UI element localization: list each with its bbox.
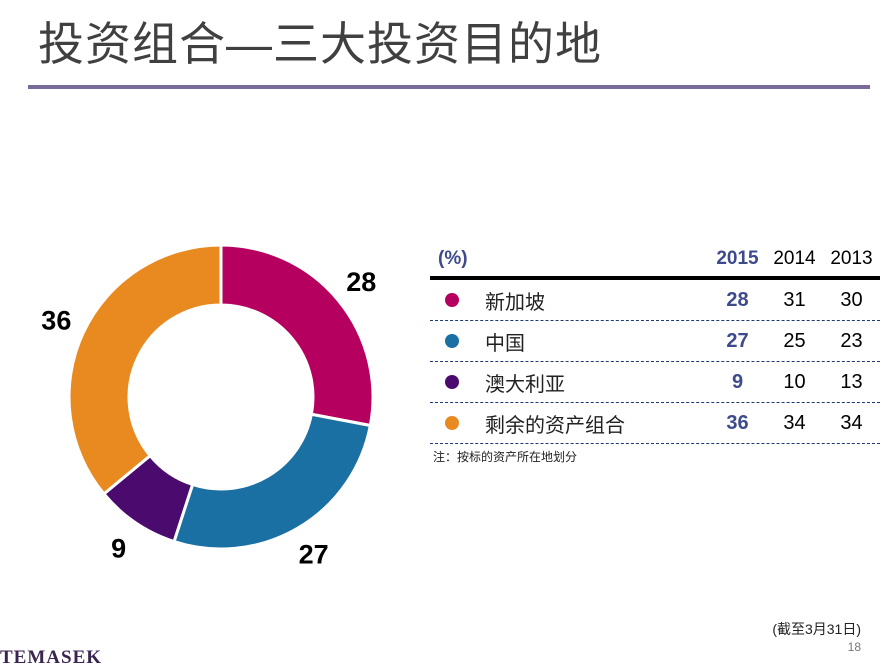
table-row: 中国 27 25 23 bbox=[430, 321, 880, 362]
page-number: 18 bbox=[847, 640, 861, 654]
value-2014: 25 bbox=[783, 329, 806, 352]
value-2013: 34 bbox=[840, 411, 863, 434]
row-label: 新加坡 bbox=[485, 291, 545, 314]
value-2014: 34 bbox=[783, 411, 806, 434]
value-2015: 36 bbox=[726, 411, 749, 434]
value-2015: 9 bbox=[731, 370, 744, 393]
table-note: 注：按标的资产所在地划分 bbox=[433, 450, 578, 464]
col-2013: 2013 bbox=[830, 248, 873, 269]
value-2015: 28 bbox=[726, 288, 749, 311]
value-2014: 31 bbox=[783, 288, 806, 311]
legend-dot bbox=[445, 375, 459, 389]
value-2013: 30 bbox=[840, 288, 863, 311]
data-label: 28 bbox=[346, 267, 376, 297]
legend-dot bbox=[445, 334, 459, 348]
slide-title: 投资组合—三大投资目的地 bbox=[38, 18, 602, 70]
title-divider bbox=[28, 85, 870, 89]
unit-label: (%) bbox=[438, 248, 468, 269]
donut-slice bbox=[219, 243, 375, 428]
data-label: 9 bbox=[111, 534, 126, 564]
value-2013: 23 bbox=[840, 329, 863, 352]
value-2014: 10 bbox=[783, 370, 806, 393]
col-2015: 2015 bbox=[716, 248, 759, 269]
table-row: 剩余的资产组合 36 34 34 bbox=[430, 403, 880, 444]
data-label: 36 bbox=[41, 306, 71, 336]
value-2013: 13 bbox=[840, 370, 863, 393]
data-label: 27 bbox=[299, 540, 329, 570]
table-row: 澳大利亚 9 10 13 bbox=[430, 362, 880, 403]
row-label: 中国 bbox=[485, 332, 525, 355]
donut-chart: 28 27 9 36 bbox=[41, 243, 376, 570]
legend-dot bbox=[445, 416, 459, 430]
row-label: 澳大利亚 bbox=[485, 373, 565, 396]
as-of-date: (截至3月31日) bbox=[772, 621, 861, 637]
table-header: (%) 2015 2014 2013 bbox=[430, 242, 880, 280]
temasek-logo: TEMASEK bbox=[0, 647, 103, 668]
value-2015: 27 bbox=[726, 329, 749, 352]
donut-slice bbox=[67, 243, 223, 497]
donut-slice bbox=[172, 412, 373, 551]
row-label: 剩余的资产组合 bbox=[485, 414, 625, 437]
allocation-table: (%) 2015 2014 2013 新加坡 28 31 30 中国 27 25… bbox=[430, 242, 880, 465]
legend-dot bbox=[445, 293, 459, 307]
col-2014: 2014 bbox=[773, 248, 816, 269]
table-row: 新加坡 28 31 30 bbox=[430, 280, 880, 321]
